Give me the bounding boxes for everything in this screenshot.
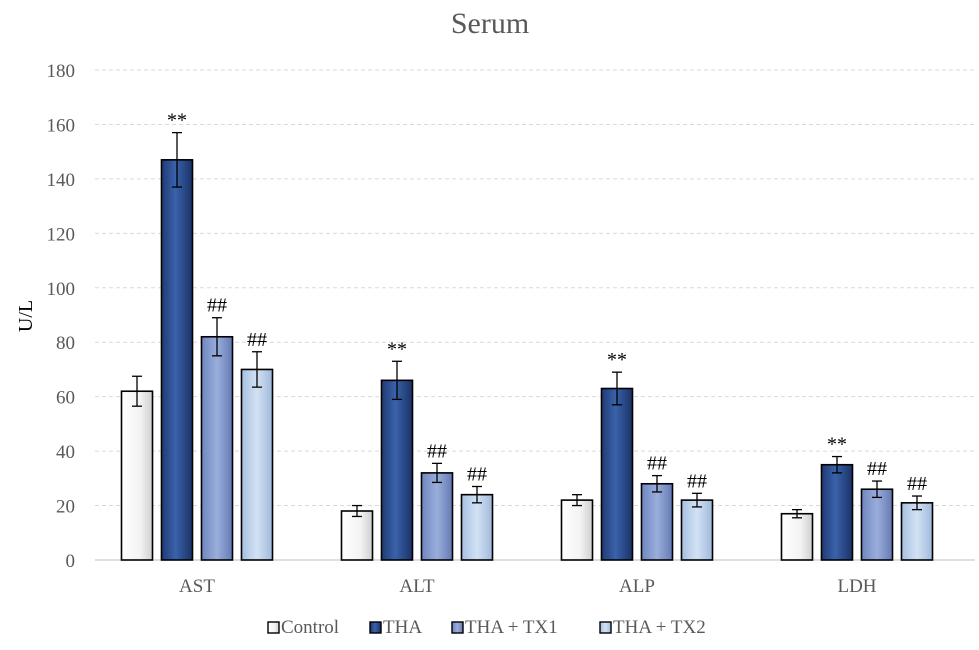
significance-label: ## [207,295,227,317]
significance-label: ** [827,434,847,456]
bar-tha-tx1-alp [640,482,674,561]
legend-label: THA + TX2 [613,617,706,638]
x-tick-label: ALT [399,576,435,597]
legend-swatch [451,621,464,634]
error-bar [252,351,262,388]
bar-tha-tx2-alt [460,493,494,561]
bar-tha-tx2-ldh [900,502,934,561]
error-bar [432,462,442,484]
error-bar [652,474,662,493]
error-bar [132,375,142,407]
y-tick-label: 60 [56,388,75,409]
significance-label: ** [387,338,407,360]
bar-tha-tx2-ast [240,368,274,561]
bar-tha-tx1-ast [200,335,234,561]
significance-label: ## [427,440,447,462]
y-axis-ticks: 0 20 40 60 80 100 120 140 160 180 [47,61,76,572]
significance-label: ## [907,473,927,495]
error-bar [472,485,482,504]
significance-label: ## [687,470,707,492]
bar-tha-tx1-alt [420,472,454,561]
bar-tha-alp [600,387,634,561]
legend-label: Control [281,617,339,638]
bar-control-ldh [780,512,814,561]
bar-tha-alt [380,379,414,561]
y-tick-label: 180 [47,61,76,82]
x-tick-label: LDH [837,576,876,597]
bar-tha-tx1-ldh [860,488,894,561]
significance-label: ** [607,349,627,371]
x-tick-label: AST [179,576,215,597]
error-bar [212,317,222,357]
error-bar [872,480,882,499]
error-bar [572,494,582,507]
error-bar [172,131,182,188]
legend: Control THA THA + TX1 THA + TX2 [267,617,706,638]
y-tick-label: 160 [47,115,76,136]
significance-label: ** [167,110,187,132]
error-bar [792,508,802,519]
y-tick-label: 40 [56,442,75,463]
legend-label: THA + TX1 [465,617,558,638]
y-tick-label: 120 [47,224,76,245]
legend-swatch [369,621,382,634]
y-tick-label: 0 [66,551,76,572]
significance-label: ## [647,453,667,475]
error-bar [612,371,622,406]
error-bar [392,360,402,401]
error-bar [352,504,362,518]
legend-label: THA [383,617,422,638]
legend-item: THA [369,617,422,638]
bar-control-alt [340,510,374,561]
legend-item: Control [267,617,339,638]
legend-item: THA + TX2 [599,617,706,638]
bar-control-alp [560,499,594,561]
chart-title: Serum [451,7,529,40]
significance-label: ## [467,464,487,486]
y-tick-label: 100 [47,279,76,300]
error-bar [832,455,842,474]
error-bar [912,495,922,511]
significance-label: ## [247,329,267,351]
y-tick-label: 20 [56,497,75,518]
bar-tha-ldh [820,463,854,561]
bars: ** ## ## ** ## ## ** ## ## ** ## ## [120,110,934,561]
legend-swatch [267,621,280,634]
significance-label: ## [867,458,887,480]
y-tick-label: 80 [56,333,75,354]
bar-tha-ast [160,159,194,561]
x-tick-label: ALP [619,576,655,597]
y-axis-label: U/L [15,300,37,332]
legend-item: THA + TX1 [451,617,558,638]
y-tick-label: 140 [47,170,76,191]
x-axis-ticks: AST ALT ALP LDH [179,576,877,597]
bar-tha-tx2-alp [680,499,714,561]
error-bar [692,492,702,508]
bar-control-ast [120,390,154,561]
legend-swatch [599,621,612,634]
